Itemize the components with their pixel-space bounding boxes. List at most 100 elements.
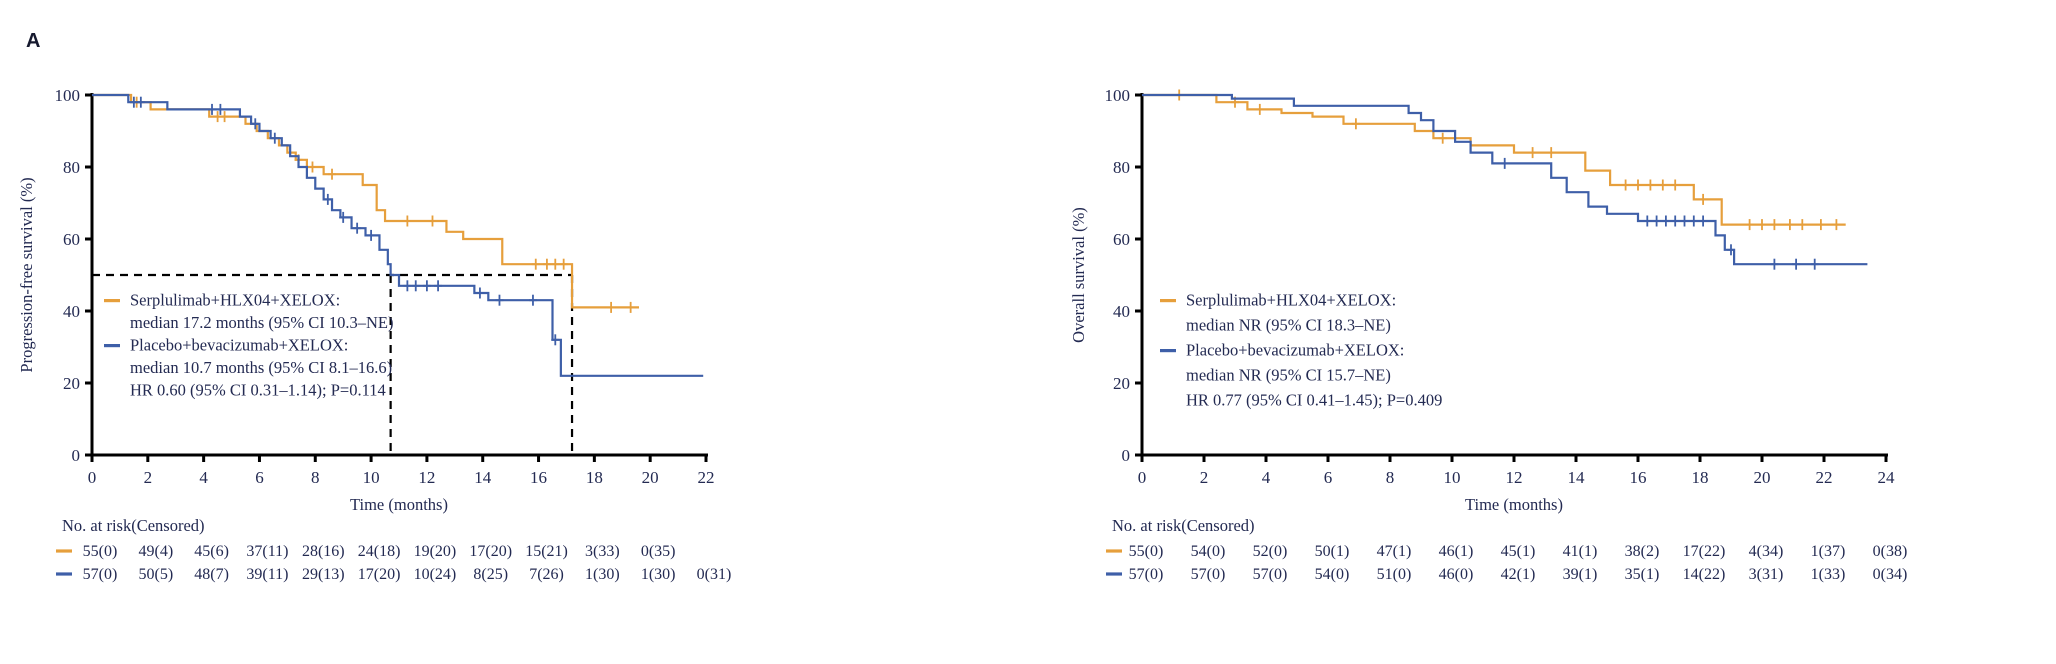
risk-value: 50(5) xyxy=(138,566,173,583)
risk-value: 55(0) xyxy=(83,543,118,560)
legend-line: Placebo+bevacizumab+XELOX: xyxy=(130,336,348,355)
y-tick-label: 40 xyxy=(1113,302,1130,321)
x-tick-label: 12 xyxy=(1506,468,1523,487)
risk-value: 29(13) xyxy=(302,566,345,583)
risk-value: 57(0) xyxy=(1129,566,1164,583)
x-tick-label: 16 xyxy=(530,468,547,487)
risk-value: 17(20) xyxy=(469,543,512,560)
series-placebo xyxy=(92,93,704,377)
risk-value: 54(0) xyxy=(1191,543,1226,560)
risk-value: 37(11) xyxy=(246,543,288,560)
y-tick-label: 80 xyxy=(63,158,80,177)
risk-value: 0(35) xyxy=(641,543,676,560)
risk-value: 19(20) xyxy=(414,543,457,560)
km-curve xyxy=(92,93,704,377)
risk-value: 4(34) xyxy=(1749,543,1784,560)
axes: 0 2 4 6 8 10 12 14 16 18 20 22 0 20 40 60 80 100 xyxy=(55,86,715,487)
risk-value: 39(11) xyxy=(246,566,288,583)
x-tick-label: 4 xyxy=(199,468,208,487)
risk-table-header: No. at risk(Censored) xyxy=(62,516,205,535)
x-tick-label: 12 xyxy=(418,468,435,487)
y-tick-label: 40 xyxy=(63,302,80,321)
legend: Serplulimab+HLX04+XELOX: median NR (95% C… xyxy=(1160,291,1442,410)
x-tick-label: 18 xyxy=(1692,468,1709,487)
risk-value: 10(24) xyxy=(414,566,457,583)
risk-value: 24(18) xyxy=(358,543,401,560)
risk-value: 3(33) xyxy=(585,543,620,560)
legend: Serplulimab+HLX04+XELOX: median 17.2 mont… xyxy=(104,291,394,400)
risk-value: 52(0) xyxy=(1253,543,1288,560)
risk-value: 46(0) xyxy=(1439,566,1474,583)
legend-line: median NR (95% CI 15.7–NE) xyxy=(1186,366,1391,385)
legend-line: Placebo+bevacizumab+XELOX: xyxy=(1186,341,1404,360)
x-tick-label: 16 xyxy=(1630,468,1647,487)
risk-value: 1(33) xyxy=(1811,566,1846,583)
x-tick-label: 22 xyxy=(1816,468,1833,487)
y-tick-label: 0 xyxy=(1122,446,1131,465)
risk-value: 28(16) xyxy=(302,543,345,560)
x-tick-label: 6 xyxy=(255,468,264,487)
x-tick-label: 2 xyxy=(144,468,153,487)
legend-line: median 10.7 months (95% CI 8.1–16.6) xyxy=(130,358,392,377)
risk-table: No. at risk(Censored) 55(0) 49(4) 45(6) 37(1… xyxy=(56,516,731,583)
risk-value: 1(30) xyxy=(585,566,620,583)
risk-value: 47(1) xyxy=(1377,543,1412,560)
legend-line: Serplulimab+HLX04+XELOX: xyxy=(130,291,340,310)
y-axis-title: Progression-free survival (%) xyxy=(17,177,36,372)
risk-value: 45(1) xyxy=(1501,543,1536,560)
risk-value: 57(0) xyxy=(1191,566,1226,583)
risk-value: 7(26) xyxy=(529,566,564,583)
risk-value: 45(6) xyxy=(194,543,229,560)
x-tick-label: 24 xyxy=(1878,468,1896,487)
risk-value: 57(0) xyxy=(1253,566,1288,583)
legend-line: HR 0.60 (95% CI 0.31–1.14); P=0.114 xyxy=(130,381,386,400)
km-curve xyxy=(1142,93,1846,226)
risk-value: 48(7) xyxy=(194,566,229,583)
x-tick-label: 20 xyxy=(642,468,659,487)
x-tick-label: 8 xyxy=(311,468,320,487)
risk-value: 3(31) xyxy=(1749,566,1784,583)
y-tick-label: 20 xyxy=(63,374,80,393)
risk-value: 1(30) xyxy=(641,566,676,583)
legend-line: median 17.2 months (95% CI 10.3–NE) xyxy=(130,313,394,332)
y-tick-label: 60 xyxy=(1113,230,1130,249)
panel-os: 0 2 4 6 8 10 12 14 16 18 20 22 24 0 20 40 60 80 100 Time (m… xyxy=(1028,0,2056,664)
x-axis-title: Time (months) xyxy=(1465,495,1563,514)
y-tick-label: 100 xyxy=(55,86,81,105)
risk-value: 46(1) xyxy=(1439,543,1474,560)
pfs-km-chart: 0 2 4 6 8 10 12 14 16 18 20 22 0 20 40 60 80 100 Time (mon… xyxy=(17,86,731,583)
y-tick-label: 80 xyxy=(1113,158,1130,177)
risk-value: 17(22) xyxy=(1683,543,1726,560)
risk-value: 17(20) xyxy=(358,566,401,583)
risk-value: 55(0) xyxy=(1129,543,1164,560)
risk-value: 15(21) xyxy=(525,543,568,560)
x-axis-title: Time (months) xyxy=(350,495,448,514)
series-serplulimab xyxy=(1142,89,1846,231)
risk-value: 8(25) xyxy=(473,566,508,583)
panel-label-a: A xyxy=(26,30,41,52)
y-tick-label: 20 xyxy=(1113,374,1130,393)
series-serplulimab xyxy=(92,93,640,313)
y-tick-label: 0 xyxy=(72,446,81,465)
risk-table: No. at risk(Censored) 55(0) 54(0) 52(0) 50(1… xyxy=(1106,516,1907,583)
risk-value: 51(0) xyxy=(1377,566,1412,583)
risk-value: 14(22) xyxy=(1683,566,1726,583)
x-tick-label: 4 xyxy=(1262,468,1271,487)
x-tick-label: 2 xyxy=(1200,468,1209,487)
y-tick-label: 60 xyxy=(63,230,80,249)
x-tick-label: 14 xyxy=(474,468,492,487)
risk-value: 54(0) xyxy=(1315,566,1350,583)
y-axis-title: Overall survival (%) xyxy=(1069,207,1088,343)
x-tick-label: 18 xyxy=(586,468,603,487)
risk-value: 38(2) xyxy=(1625,543,1660,560)
x-tick-label: 14 xyxy=(1568,468,1586,487)
risk-value: 0(34) xyxy=(1873,566,1908,583)
risk-value: 0(38) xyxy=(1873,543,1908,560)
series-placebo xyxy=(1142,93,1868,270)
legend-line: Serplulimab+HLX04+XELOX: xyxy=(1186,291,1396,310)
km-curve xyxy=(1142,93,1868,266)
x-tick-label: 10 xyxy=(363,468,380,487)
